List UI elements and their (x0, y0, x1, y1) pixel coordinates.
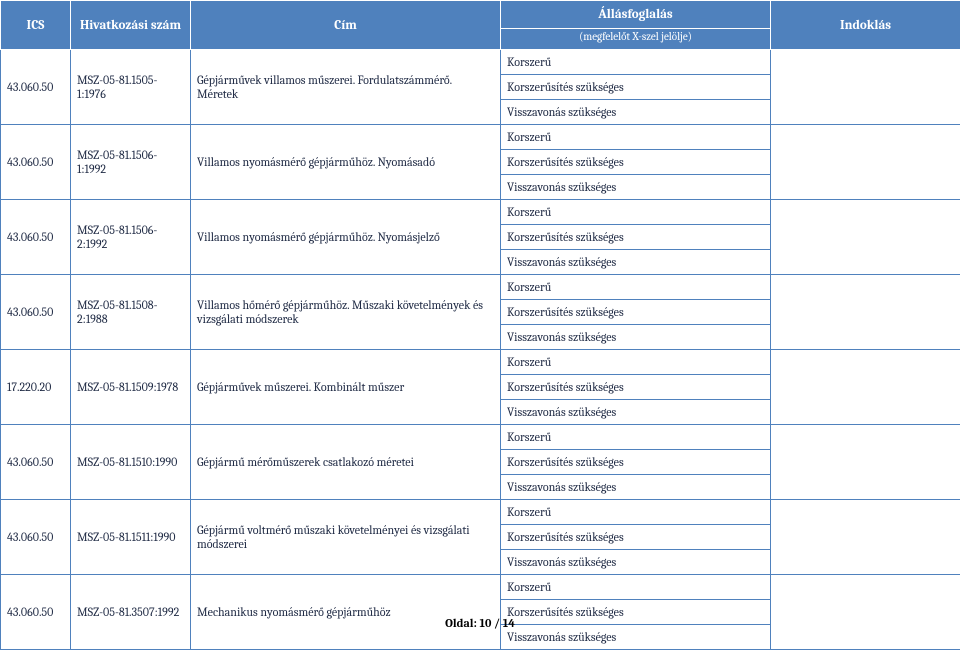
cell-ref: MSZ-05-81.1511:1990 (71, 500, 191, 575)
cell-stance-option[interactable]: Korszerű (501, 275, 771, 300)
cell-stance-option[interactable]: Korszerűsítés szükséges (501, 225, 771, 250)
cell-ref: MSZ-05-81.3507:1992 (71, 575, 191, 650)
table-row: 17.220.20MSZ-05-81.1509:1978Gépjárművek … (1, 350, 960, 375)
header-title: Cím (191, 1, 501, 50)
header-stance: Állásfoglalás (501, 1, 771, 29)
cell-stance-option[interactable]: Korszerű (501, 425, 771, 450)
table-header: ICS Hivatkozási szám Cím Állásfoglalás I… (1, 1, 960, 50)
footer-total: 14 (503, 616, 515, 630)
cell-title: Villamos nyomásmérő gépjárműhöz. Nyomása… (191, 125, 501, 200)
cell-stance-option[interactable]: Korszerű (501, 500, 771, 525)
page-footer: Oldal: 10 / 14 (0, 616, 960, 630)
cell-stance-option[interactable]: Korszerű (501, 200, 771, 225)
standards-table-container: ICS Hivatkozási szám Cím Állásfoglalás I… (0, 0, 960, 650)
cell-stance-option[interactable]: Korszerűsítés szükséges (501, 450, 771, 475)
cell-stance-option[interactable]: Korszerűsítés szükséges (501, 375, 771, 400)
cell-ics: 43.060.50 (1, 500, 71, 575)
cell-stance-option[interactable]: Korszerűsítés szükséges (501, 525, 771, 550)
table-row: 43.060.50MSZ-05-81.1506-1:1992Villamos n… (1, 125, 960, 150)
cell-ics: 43.060.50 (1, 575, 71, 650)
cell-reason[interactable] (771, 500, 960, 575)
cell-ref: MSZ-05-81.1505-1:1976 (71, 50, 191, 125)
cell-stance-option[interactable]: Visszavonás szükséges (501, 100, 771, 125)
cell-ics: 43.060.50 (1, 50, 71, 125)
cell-title: Gépjárművek műszerei. Kombinált műszer (191, 350, 501, 425)
cell-reason[interactable] (771, 200, 960, 275)
footer-label: Oldal: (445, 616, 477, 630)
cell-ics: 43.060.50 (1, 275, 71, 350)
cell-title: Gépjárművek villamos műszerei. Fordulats… (191, 50, 501, 125)
table-row: 43.060.50MSZ-05-81.1508-2:1988Villamos h… (1, 275, 960, 300)
header-ics: ICS (1, 1, 71, 50)
cell-stance-option[interactable]: Korszerűsítés szükséges (501, 150, 771, 175)
cell-stance-option[interactable]: Korszerű (501, 125, 771, 150)
cell-ref: MSZ-05-81.1510:1990 (71, 425, 191, 500)
cell-ref: MSZ-05-81.1508-2:1988 (71, 275, 191, 350)
cell-title: Villamos hőmérő gépjárműhöz. Műszaki köv… (191, 275, 501, 350)
cell-stance-option[interactable]: Korszerűsítés szükséges (501, 300, 771, 325)
footer-sep: / (494, 616, 500, 630)
cell-reason[interactable] (771, 350, 960, 425)
table-row: 43.060.50MSZ-05-81.1505-1:1976Gépjárműve… (1, 50, 960, 75)
cell-reason[interactable] (771, 50, 960, 125)
cell-stance-option[interactable]: Visszavonás szükséges (501, 475, 771, 500)
cell-ics: 43.060.50 (1, 425, 71, 500)
header-ref: Hivatkozási szám (71, 1, 191, 50)
cell-ref: MSZ-05-81.1509:1978 (71, 350, 191, 425)
cell-title: Villamos nyomásmérő gépjárműhöz. Nyomásj… (191, 200, 501, 275)
table-row: 43.060.50MSZ-05-81.1510:1990Gépjármű mér… (1, 425, 960, 450)
cell-reason[interactable] (771, 425, 960, 500)
cell-title: Gépjármű voltmérő műszaki követelményei … (191, 500, 501, 575)
table-row: 43.060.50MSZ-05-81.3507:1992Mechanikus n… (1, 575, 960, 600)
cell-stance-option[interactable]: Korszerű (501, 50, 771, 75)
cell-stance-option[interactable]: Visszavonás szükséges (501, 325, 771, 350)
cell-reason[interactable] (771, 125, 960, 200)
cell-reason[interactable] (771, 275, 960, 350)
cell-stance-option[interactable]: Korszerű (501, 350, 771, 375)
table-row: 43.060.50MSZ-05-81.1511:1990Gépjármű vol… (1, 500, 960, 525)
cell-reason[interactable] (771, 575, 960, 650)
cell-ref: MSZ-05-81.1506-1:1992 (71, 125, 191, 200)
cell-title: Mechanikus nyomásmérő gépjárműhöz (191, 575, 501, 650)
footer-page: 10 (479, 616, 491, 630)
standards-table: ICS Hivatkozási szám Cím Állásfoglalás I… (0, 0, 960, 650)
header-stance-sub: (megfelelőt X-szel jelölje) (501, 29, 771, 50)
cell-stance-option[interactable]: Visszavonás szükséges (501, 400, 771, 425)
table-body: 43.060.50MSZ-05-81.1505-1:1976Gépjárműve… (1, 50, 960, 650)
cell-ics: 17.220.20 (1, 350, 71, 425)
cell-stance-option[interactable]: Visszavonás szükséges (501, 250, 771, 275)
cell-stance-option[interactable]: Korszerű (501, 575, 771, 600)
cell-stance-option[interactable]: Visszavonás szükséges (501, 175, 771, 200)
cell-title: Gépjármű mérőműszerek csatlakozó méretei (191, 425, 501, 500)
cell-stance-option[interactable]: Visszavonás szükséges (501, 550, 771, 575)
cell-stance-option[interactable]: Korszerűsítés szükséges (501, 75, 771, 100)
cell-ics: 43.060.50 (1, 200, 71, 275)
cell-ref: MSZ-05-81.1506-2:1992 (71, 200, 191, 275)
header-reason: Indoklás (771, 1, 960, 50)
table-row: 43.060.50MSZ-05-81.1506-2:1992Villamos n… (1, 200, 960, 225)
cell-ics: 43.060.50 (1, 125, 71, 200)
